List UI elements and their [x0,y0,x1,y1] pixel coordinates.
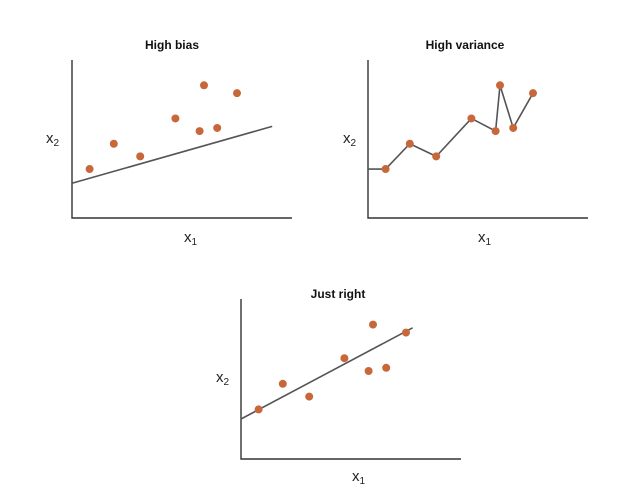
data-point [491,127,500,136]
data-point [305,392,314,401]
fit-line [240,327,413,420]
data-point [213,123,222,132]
data-point [195,127,204,136]
x-axis-label: x1 [352,468,366,487]
data-point [109,139,118,148]
x-axis-label: x1 [184,229,198,248]
axes [71,60,292,219]
data-point [382,363,391,372]
data-point [381,165,390,174]
plot-marks [240,320,413,420]
data-point [254,405,263,414]
data-point [402,328,410,337]
data-point [136,152,145,161]
data-point [467,114,476,123]
x-axis-label: x1 [478,229,492,248]
chart-title: Just right [311,287,366,301]
data-point [509,123,518,132]
data-point [340,354,349,363]
chart-high-variance: High variance x2 x1 [343,38,588,248]
plot-marks [71,81,273,185]
chart-high-bias: High bias x2 x1 [46,38,292,248]
data-point [364,367,373,375]
data-point [496,81,504,90]
chart-title: High bias [145,38,199,52]
plot-marks [368,81,537,174]
data-point [200,81,208,90]
y-axis-label: x2 [46,130,60,149]
data-point [278,379,287,388]
fit-line [368,85,534,170]
axes [367,60,588,219]
axes [240,299,461,460]
data-point [233,89,241,98]
data-point [369,320,377,329]
data-point [529,89,537,98]
data-point [171,114,180,123]
chart-just-right: Just right x2 x1 [216,287,461,487]
data-point [432,152,441,161]
chart-title: High variance [426,38,505,52]
fit-line [71,125,273,185]
data-point [85,165,94,174]
y-axis-label: x2 [216,369,230,388]
data-point [405,139,414,148]
y-axis-label: x2 [343,130,357,149]
